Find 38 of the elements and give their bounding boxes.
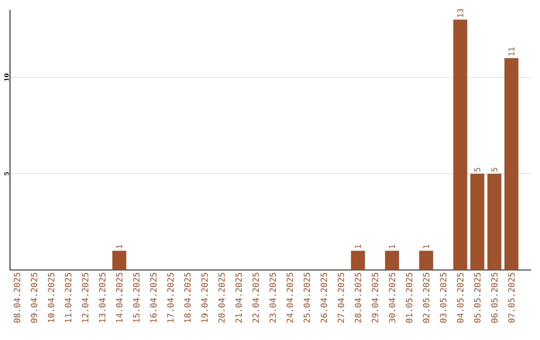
bar [453,20,468,270]
x-tick-label: 10.04.2025 [48,272,54,322]
x-tick-label: 24.04.2025 [286,272,293,323]
x-tick-label: 28.04.2025 [354,272,362,323]
x-tick-label: 25.04.2025 [304,272,310,323]
bar [385,250,400,270]
x-tick-label: 02.05.2025 [422,272,430,323]
bar [112,250,126,270]
x-tick-label: 04.05.2025 [457,272,464,323]
bar [419,250,434,270]
x-tick-label: 15.04.2025 [133,272,140,322]
bar [350,250,365,270]
x-tick-label: 21.04.2025 [235,272,242,323]
x-tick-label: 23.04.2025 [270,272,276,323]
bar [487,174,502,270]
bar [504,58,518,270]
bar [470,174,484,270]
x-tick-label: 01.05.2025 [406,272,412,323]
x-tick-label: 27.04.2025 [338,272,344,323]
x-tick-label: 14.04.2025 [116,272,122,322]
x-tick-label: 18.04.2025 [184,272,191,322]
x-tick-label: 09.04.2025 [30,272,38,323]
x-tick-label: 20.04.2025 [218,272,225,323]
x-tick-label: 22.04.2025 [252,272,259,323]
x-tick-label: 08.04.2025 [14,272,20,323]
x-tick-label: 19.04.2025 [201,272,208,322]
x-tick-label: 16.04.2025 [150,272,157,322]
x-tick-label: 12.04.2025 [82,272,88,322]
x-tick-label: 26.04.2025 [320,272,328,323]
x-tick-label: 07.05.2025 [508,272,515,323]
x-tick-label: 11.04.2025 [64,272,72,322]
x-tick-label: 30.04.2025 [388,272,396,323]
x-tick-label: 06.05.2025 [491,272,498,323]
x-tick-label: 05.05.2025 [474,272,481,323]
x-tick-label: 13.04.2025 [99,272,106,322]
x-tick-label: 03.05.2025 [440,272,446,323]
x-tick-label: 17.04.2025 [167,272,174,322]
x-tick-label: 29.04.2025 [372,272,378,323]
